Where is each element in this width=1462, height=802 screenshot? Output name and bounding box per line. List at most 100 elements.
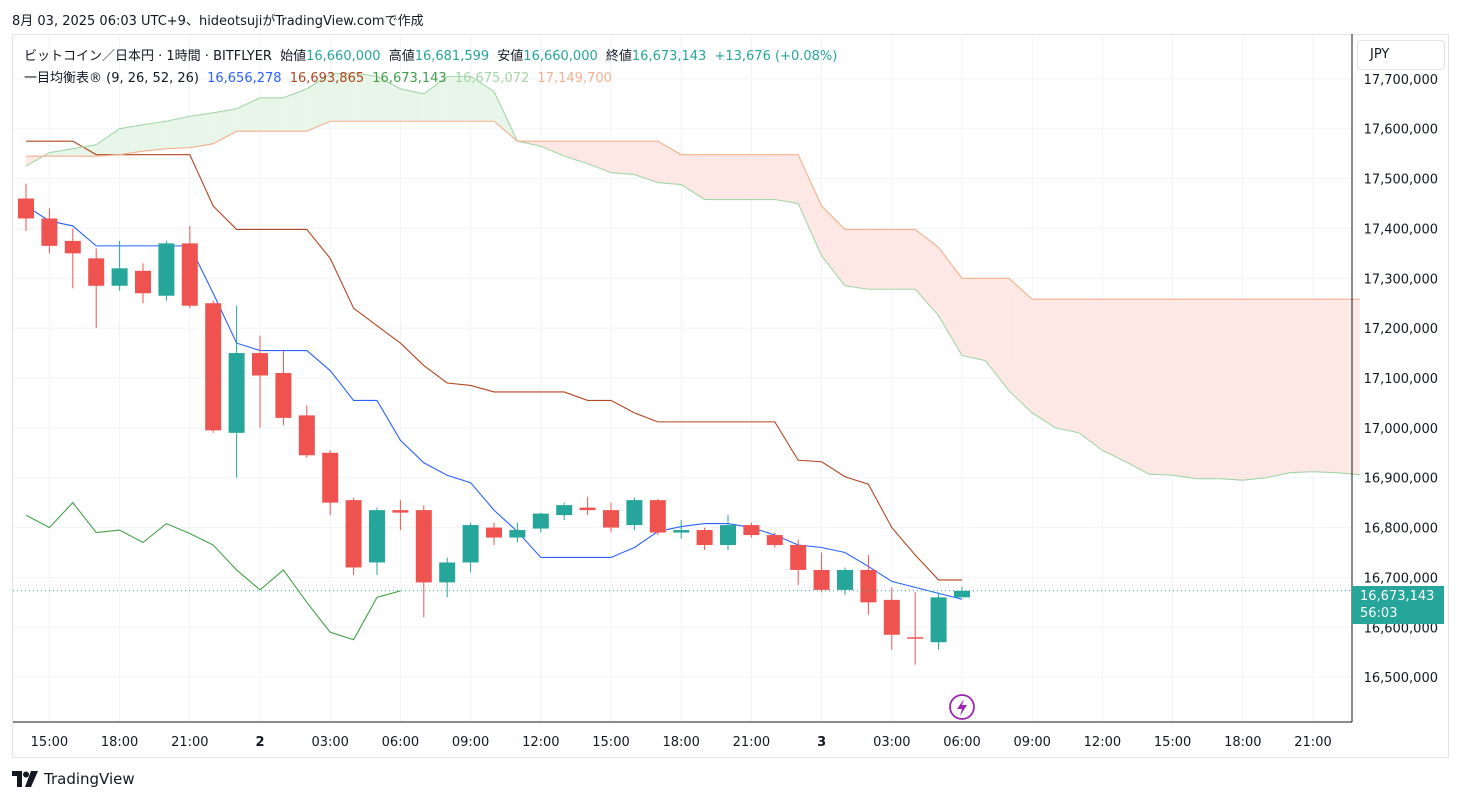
candle-body [88,258,105,286]
x-tick-label: 03:00 [873,735,910,750]
cloud-segment [915,229,939,316]
y-tick-label: 17,100,000 [1364,372,1438,387]
cloud-segment [1289,299,1313,473]
cloud-segment [1055,299,1079,433]
last-price-value: 16,673,143 [1360,589,1435,604]
cloud-segment [821,206,845,286]
candle-body [860,569,877,603]
cloud-segment [1219,299,1243,481]
cloud-segment [868,229,892,290]
x-tick-label: 12:00 [1084,735,1121,750]
y-tick-label: 17,000,000 [1364,422,1438,437]
cloud-segment [540,141,565,157]
candle-body [111,268,128,286]
candle-body [322,452,339,503]
cloud-segment [166,116,190,149]
cloud-segment [119,124,143,155]
lightning-icon-bolt [957,699,967,716]
cloud-segment [587,141,611,173]
candle-body [486,527,502,538]
y-tick-label: 17,500,000 [1364,173,1438,188]
x-tick-label: 15:00 [592,735,629,750]
senkou-b-value: 17,149,700 [537,71,612,86]
tenkan-value: 16,656,278 [207,71,282,86]
cloud-segment [1008,278,1033,413]
close-label: 終値 [605,49,632,64]
senkou-a-value: 16,675,072 [454,71,530,86]
open-value: 16,660,000 [306,49,381,64]
cloud-segment [143,121,167,152]
candle-body [462,525,479,563]
candle-body [135,270,151,294]
cloud-segment [845,229,869,290]
candle-body [907,637,924,639]
cloud-segment [985,278,1009,391]
cloud-segment [1149,299,1173,476]
ichimoku-legend: 一目均衡表® (9, 26, 52, 26) 16,656,278 16,693… [24,67,616,86]
cloud-segment [891,229,916,290]
candle-body [509,530,526,538]
candle-body [626,500,643,526]
ohlc-legend: ビットコイン／日本円 · 1時間 · BITFLYER 始値16,660,000… [24,45,841,64]
cloud-segment [681,154,705,200]
cloud-segment [260,97,284,132]
candle-body [813,569,830,590]
candle-body [228,353,245,433]
candle-body [532,513,549,529]
candle-body [64,240,81,254]
cloud-segment [72,144,97,157]
y-tick-label: 17,400,000 [1364,222,1438,237]
tradingview-brand[interactable]: TradingView [12,770,135,788]
candle-body [883,599,900,635]
y-tick-label: 16,600,000 [1364,621,1438,636]
last-price-tag: 16,673,143 56:03 [1352,586,1444,624]
candle-body [790,545,807,570]
candles [18,183,970,665]
x-tick-label: 21:00 [171,735,208,750]
cloud-segment [377,76,401,122]
cloud-segment [798,154,822,256]
tradingview-logo-icon [12,771,38,787]
brand-label: TradingView [44,770,135,788]
cloud-segment [1266,299,1290,478]
candle-body [649,500,666,533]
x-tick-label: 15:00 [1154,735,1191,750]
senkou-b-line [26,120,1360,300]
y-tick-label: 17,200,000 [1364,322,1438,337]
candle-body [275,373,292,418]
x-tick-label: 03:00 [311,735,348,750]
candle-body [837,569,853,590]
candle-body [415,510,432,583]
currency-button[interactable]: JPY [1357,40,1445,70]
candle-body [392,510,409,513]
chikou-line [25,501,401,641]
x-tick-label: 09:00 [1013,735,1050,750]
cloud-segment [49,148,73,157]
cloud-segment [1336,299,1360,475]
cloud-segment [1196,299,1220,479]
cloud-segment [1102,299,1126,462]
ichimoku-cloud [26,72,1360,481]
candle-body [41,218,58,246]
x-tick-label: 06:00 [382,735,419,750]
cloud-segment [213,108,237,144]
cloud-segment [1125,299,1150,475]
cloud-segment [1313,299,1337,473]
x-tick-label: 06:00 [943,735,980,750]
x-tick-label: 18:00 [101,735,138,750]
cloud-segment [189,112,214,148]
candle-body [579,507,596,511]
low-value: 16,660,000 [523,49,598,64]
cloud-segment [1242,299,1267,481]
cloud-segment [423,76,448,122]
cloud-segment [704,154,728,200]
bar-countdown: 56:03 [1360,606,1398,621]
kijun-value: 16,693,865 [289,71,365,86]
high-label: 高値 [388,49,415,64]
x-tick-label: 3 [817,735,826,750]
cloud-segment [564,141,588,164]
low-label: 安値 [497,49,524,64]
x-tick-label: 18:00 [662,735,699,750]
chart-caption: 8月 03, 2025 06:03 UTC+9、hideotsujiがTradi… [12,14,424,29]
